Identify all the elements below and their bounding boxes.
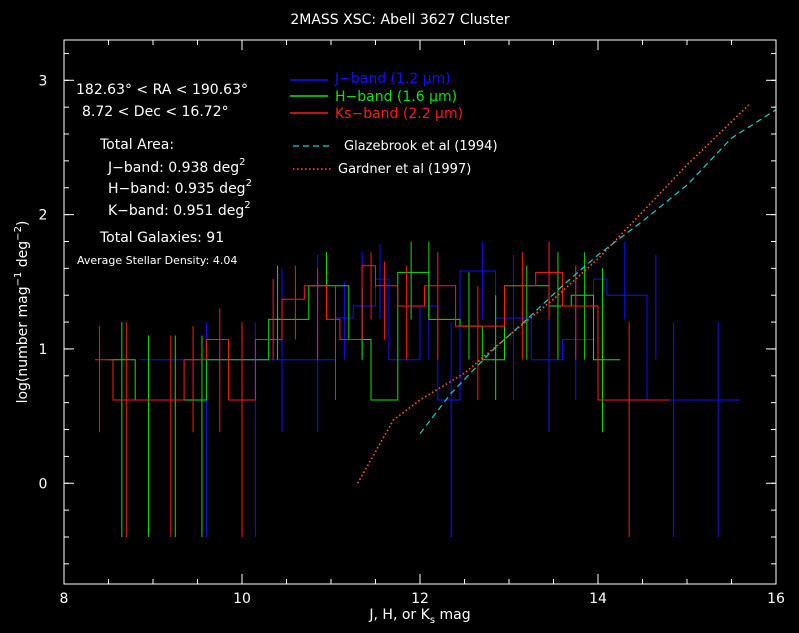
info-block: 182.63° < RA < 190.63° 8.72 < Dec < 16.7… [76, 82, 252, 267]
series-gardner [357, 103, 750, 484]
y-tick-label: 3 [39, 73, 48, 89]
total-area-title: Total Area: [99, 137, 174, 153]
histogram-step-h [108, 271, 621, 401]
x-tick-label: 14 [589, 591, 607, 607]
x-axis-label: J, H, or Ks mag [368, 607, 470, 626]
legend-label-glazebrook: Glazebrook et al (1994) [344, 139, 498, 154]
x-tick-label: 12 [411, 591, 429, 607]
x-tick-label: 8 [60, 591, 69, 607]
area-h-text: H−band: 0.935 deg2 [108, 178, 252, 197]
plot-frame [63, 39, 777, 585]
legend-label-j: J−band (1.2 μm) [334, 71, 451, 87]
legend-label-gardner: Gardner et al (1997) [338, 162, 471, 177]
legend-label-k: Ks−band (2.2 μm) [335, 106, 463, 122]
chart-title: 2MASS XSC: Abell 3627 Cluster [290, 12, 510, 28]
y-tick-label: 1 [39, 342, 48, 358]
x-tick-label: 10 [233, 591, 251, 607]
y-tick-label: 0 [39, 476, 48, 492]
legend-label-h: H−band (1.6 μm) [335, 89, 457, 105]
area-k-text: K−band: 0.951 deg2 [108, 200, 251, 219]
total-galaxies-text: Total Galaxies: 91 [99, 230, 224, 246]
histogram-step-k [95, 265, 670, 401]
y-axis-label: log(number mag−1 deg−2) [13, 221, 31, 404]
model-curve-gardner [357, 103, 750, 484]
y-tick-label: 2 [39, 208, 48, 224]
x-tick-label: 16 [767, 591, 785, 607]
histogram-step-j [139, 270, 741, 401]
legend: J−band (1.2 μm) H−band (1.6 μm) Ks−band … [290, 71, 498, 177]
series-k [95, 241, 670, 537]
data-series [95, 103, 777, 537]
stellar-density-text: Average Stellar Density: 4.04 [77, 254, 237, 267]
area-j-text: J−band: 0.938 deg2 [107, 157, 246, 176]
dec-range-text: 8.72 < Dec < 16.72° [82, 104, 229, 120]
ra-range-text: 182.63° < RA < 190.63° [76, 82, 248, 98]
